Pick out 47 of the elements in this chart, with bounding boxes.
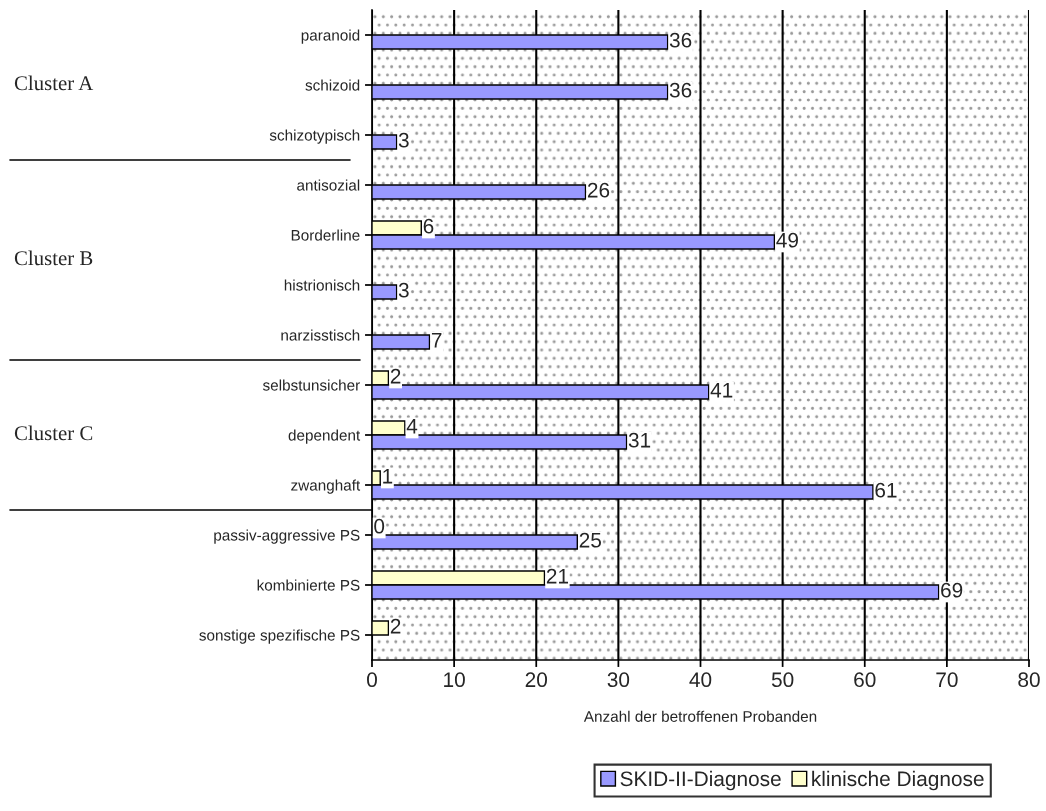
data-label: 61 [875, 482, 897, 498]
x-tick-label: 40 [689, 672, 712, 688]
y-tick-label: schizoid [305, 79, 360, 91]
text: Cluster C [14, 425, 93, 441]
data-label: 3 [398, 282, 409, 298]
legend-label: klinische Diagnose [812, 770, 984, 791]
data-label: 6 [423, 218, 434, 234]
data-label: 7 [431, 333, 442, 348]
data-label: 25 [579, 532, 601, 548]
data-label: 4 [406, 419, 418, 434]
data-label: 41 [710, 383, 733, 398]
data-label: 69 [941, 582, 963, 598]
y-tick-label: schizotypisch [269, 129, 360, 144]
legend-label: SKID-II-Diagnose [620, 770, 781, 791]
y-tick-label: Borderline [291, 229, 360, 241]
x-tick-label: 0 [367, 672, 377, 688]
data-label: 26 [587, 182, 610, 198]
x-tick-label: 10 [444, 672, 465, 688]
x-tick-label: 50 [771, 672, 794, 688]
x-axis-title: Anzahl der betroffenen Probanden [583, 710, 817, 722]
y-tick-label: paranoid [301, 29, 360, 44]
y-tick-label: dependent [288, 429, 361, 444]
y-tick-label: zwanghaft [291, 479, 361, 494]
text: Cluster A [14, 75, 94, 91]
x-tick-label: 30 [607, 672, 630, 688]
x-tick-label: 70 [936, 672, 958, 688]
x-tick-label: 60 [854, 672, 876, 688]
data-label: 21 [546, 568, 569, 584]
data-label: 0 [374, 518, 385, 534]
y-tick-label: histrionisch [284, 279, 360, 291]
y-tick-label: passiv-aggressive PS [214, 529, 360, 544]
y-tick-label: narzisstisch [281, 329, 360, 341]
x-tick-label: 20 [525, 672, 548, 688]
y-tick-label: sonstige spezifische PS [199, 629, 360, 644]
data-label: 49 [776, 232, 798, 248]
data-label: 3 [398, 132, 409, 148]
data-label: 31 [628, 432, 651, 448]
y-tick-label: kombinierte PS [257, 579, 360, 591]
data-label: 36 [669, 82, 692, 98]
text: Cluster B [14, 250, 93, 266]
y-tick-label: antisozial [297, 179, 360, 191]
data-label: 2 [390, 368, 401, 384]
y-tick-label: selbstunsicher [262, 379, 360, 391]
data-label: 2 [390, 618, 401, 634]
x-tick-label: 80 [1018, 672, 1040, 688]
data-label: 36 [669, 32, 692, 48]
data-label: 1 [383, 469, 393, 484]
